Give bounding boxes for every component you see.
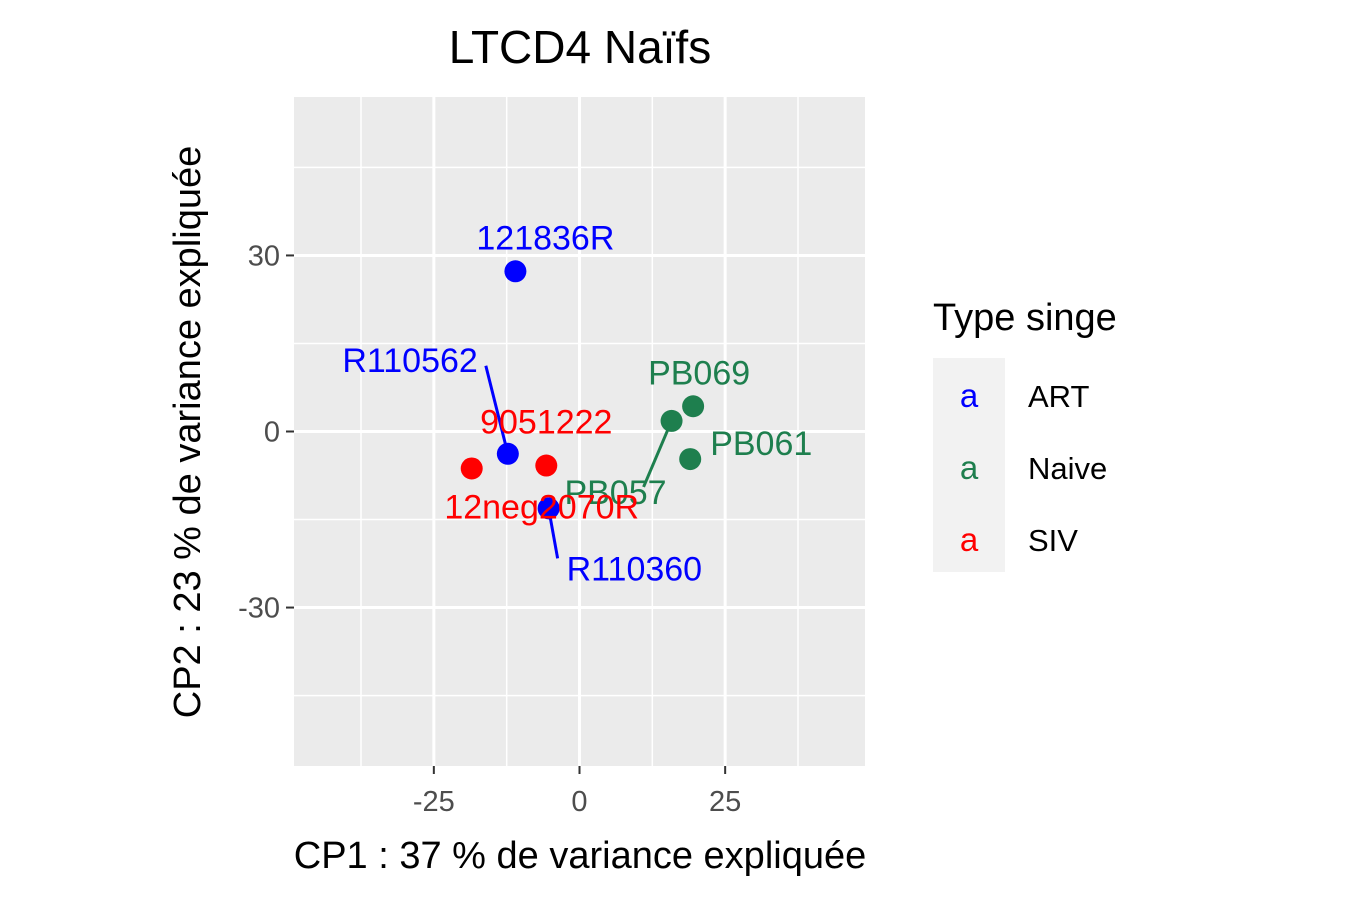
point-label-pb057: PB057 [564, 474, 666, 512]
y-tick-label: 0 [264, 417, 280, 449]
point-pb061 [679, 448, 702, 471]
x-axis-title: CP1 : 37 % de variance expliquée [294, 835, 866, 877]
x-tick-label: 25 [709, 786, 741, 818]
legend-label-art: ART [1028, 379, 1090, 414]
point-label-pb061: PB061 [710, 425, 812, 463]
point-pb069 [682, 395, 705, 418]
legend: Type singe a ART a Naive a SIV [933, 297, 1117, 572]
leader-line-r110562 [484, 365, 510, 455]
x-tick-label: 0 [571, 786, 587, 818]
point-label-r110360: R110360 [567, 550, 703, 588]
legend-title: Type singe [933, 297, 1117, 339]
legend-key-siv: a [960, 521, 979, 558]
legend-key-background [933, 358, 1005, 572]
point-pb057 [660, 409, 683, 432]
legend-key-art: a [960, 377, 979, 414]
chart-title: LTCD4 Naïfs [449, 21, 711, 73]
point-r110360 [537, 497, 560, 520]
point-r110562 [496, 442, 519, 465]
y-tick-label: 30 [248, 240, 280, 272]
point-labels: 121836R R110562 R110360 PB069 PB061 PB057 9051… [342, 219, 812, 588]
point-label-pb069: PB069 [648, 354, 750, 392]
legend-entries: a ART a Naive a SIV [960, 377, 1107, 558]
legend-label-naive: Naive [1028, 451, 1107, 486]
grid-lines [294, 97, 865, 766]
point-label-r110562: R110562 [342, 342, 478, 380]
data-points [460, 260, 705, 520]
x-tick-label: -25 [413, 786, 455, 818]
legend-key-naive: a [960, 449, 979, 486]
point-label-121836r: 121836R [476, 219, 614, 257]
leader-line-pb057 [642, 420, 673, 488]
point-12neg2070r [460, 457, 483, 480]
y-axis-title: CP2 : 23 % de variance expliquée [167, 146, 209, 718]
point-121836r [504, 260, 527, 283]
point-9051222 [535, 454, 558, 477]
axis-ticks: -25 0 25 30 0 -30 [238, 240, 741, 818]
legend-label-siv: SIV [1028, 523, 1078, 558]
point-label-9051222: 9051222 [480, 404, 612, 442]
y-tick-label: -30 [238, 593, 280, 625]
point-label-12neg2070r: 12neg2070R [444, 488, 639, 526]
